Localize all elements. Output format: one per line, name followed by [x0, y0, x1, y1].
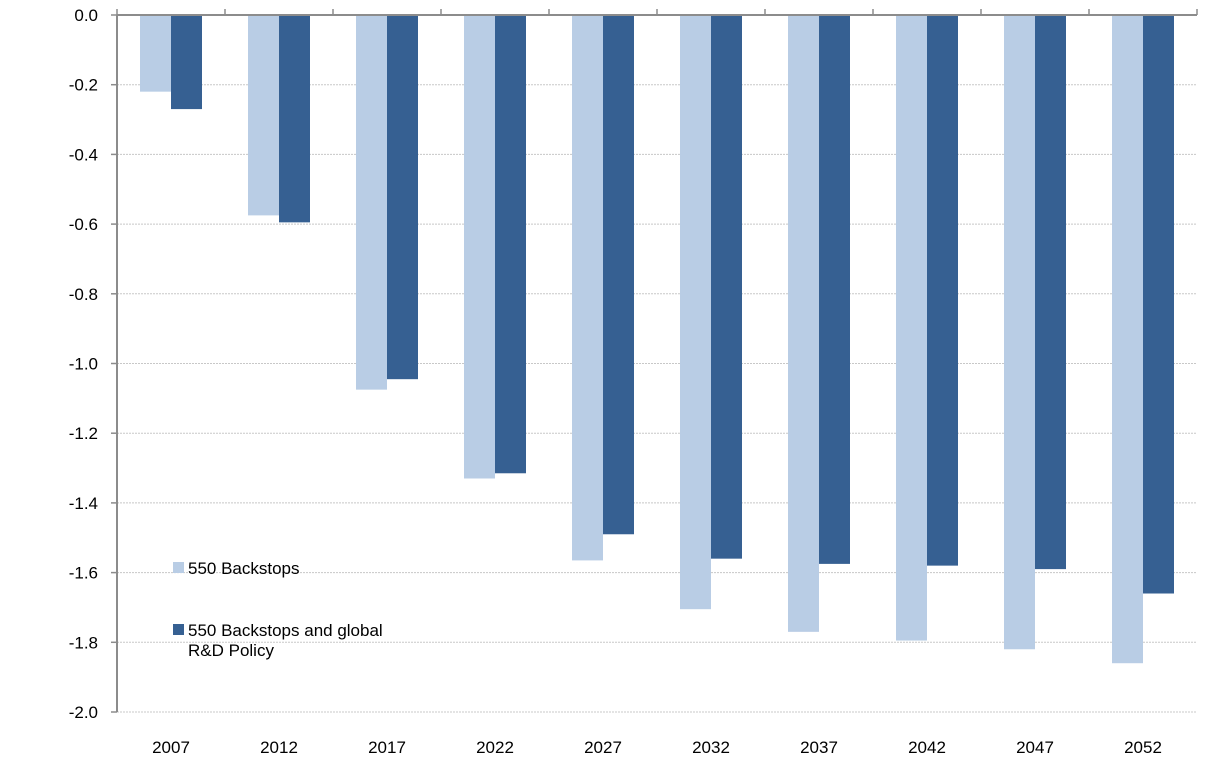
bar-backstops-rd-2022: [495, 15, 526, 474]
bar-backstops-2007: [140, 15, 171, 92]
bar-backstops-2012: [248, 15, 279, 216]
bar-backstops-rd-2037: [819, 15, 850, 564]
legend-swatch: [173, 624, 184, 635]
y-tick-label: -1.2: [69, 424, 98, 443]
x-tick-label: 2007: [152, 738, 190, 757]
x-tick-label: 2037: [800, 738, 838, 757]
x-tick-label: 2047: [1016, 738, 1054, 757]
bars: [140, 15, 1174, 664]
y-tick-label: -0.6: [69, 215, 98, 234]
bar-backstops-rd-2052: [1143, 15, 1174, 594]
legend-label: 550 Backstops and global: [188, 621, 383, 640]
x-tick-label: 2032: [692, 738, 730, 757]
x-tick-label: 2027: [584, 738, 622, 757]
bar-backstops-2037: [788, 15, 819, 632]
y-tick-label: -1.0: [69, 355, 98, 374]
y-axis-ticks: 0.0 -0.2 -0.4 -0.6 -0.8 -1.0 -1.2 -1.4 -1.6 -1.8 -…: [69, 6, 98, 722]
bar-backstops-2052: [1112, 15, 1143, 664]
x-tick-label: 2052: [1124, 738, 1162, 757]
bar-backstops-rd-2007: [171, 15, 202, 110]
y-tick-label: 0.0: [74, 6, 98, 25]
y-tick-label: -0.2: [69, 76, 98, 95]
legend-label: R&D Policy: [188, 641, 274, 660]
x-tick-label: 2017: [368, 738, 406, 757]
y-tick-label: -1.6: [69, 564, 98, 583]
bar-backstops-2032: [680, 15, 711, 610]
legend: 550 Backstops 550 Backstops and globalR&D…: [173, 559, 383, 660]
bar-backstops-rd-2047: [1035, 15, 1066, 570]
y-tick-label: -2.0: [69, 703, 98, 722]
bar-backstops-2042: [896, 15, 927, 641]
legend-label: 550 Backstops: [188, 559, 300, 578]
y-tick-label: -0.8: [69, 285, 98, 304]
bar-backstops-2017: [356, 15, 387, 390]
axes: [111, 9, 1198, 713]
bar-backstops-rd-2012: [279, 15, 310, 223]
bar-backstops-rd-2032: [711, 15, 742, 559]
bar-backstops-rd-2027: [603, 15, 634, 535]
bar-backstops-2047: [1004, 15, 1035, 650]
bar-backstops-rd-2042: [927, 15, 958, 566]
x-axis-ticks: 2007 2012 2017 2022 2027 2032 2037 2042 2047 2052: [152, 738, 1162, 757]
y-tick-label: -1.4: [69, 494, 98, 513]
x-tick-label: 2042: [908, 738, 946, 757]
bar-backstops-rd-2017: [387, 15, 418, 380]
bar-backstops-2027: [572, 15, 603, 561]
legend-swatch: [173, 562, 184, 573]
x-tick-label: 2012: [260, 738, 298, 757]
y-tick-label: -1.8: [69, 633, 98, 652]
y-tick-label: -0.4: [69, 145, 98, 164]
bar-backstops-2022: [464, 15, 495, 479]
x-tick-label: 2022: [476, 738, 514, 757]
